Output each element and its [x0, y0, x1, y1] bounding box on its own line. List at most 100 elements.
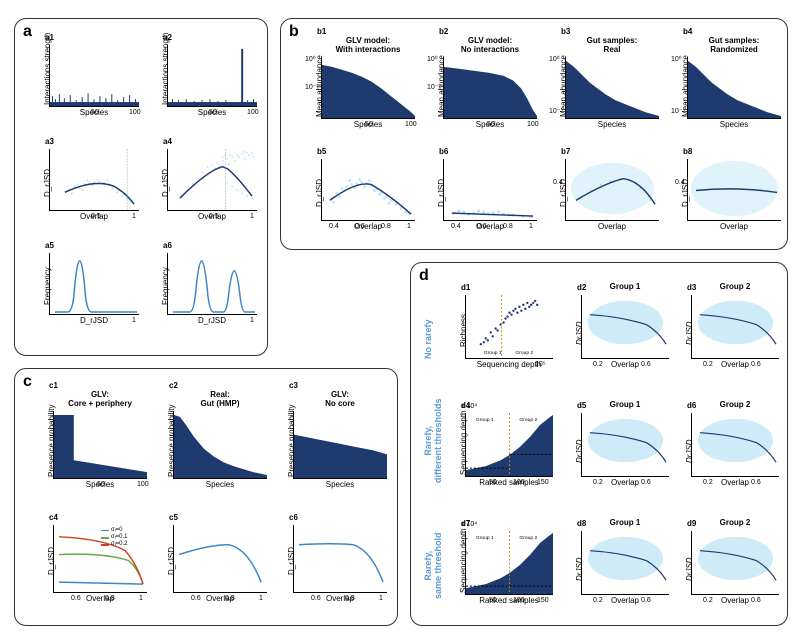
subplot-d7: d7 Sequencing depth Group 1 Group 2 x 10… [465, 531, 553, 595]
subplot-d2: d2 Group 1 DrJSD Overlap 0.20.6 [581, 295, 669, 359]
c2-axes [173, 411, 267, 479]
b8-axes [687, 159, 781, 221]
subplot-d1: d1 Richness Group 1 Group 2 Sequencing d… [465, 295, 553, 359]
b2-axes [443, 57, 537, 119]
svg-text:Group 1: Group 1 [476, 417, 494, 423]
panel-b: b b1 GLV model:With interactions Mean ab… [280, 18, 788, 250]
b7-xlabel: Overlap [565, 222, 659, 231]
svg-text:Group 1: Group 1 [484, 350, 502, 356]
subplot-a1: a1 Interactions strength Species 50100 [49, 45, 139, 107]
subplot-d3: d3 Group 2 DrJSD Overlap 0.20.6 [691, 295, 779, 359]
a1-axes [49, 45, 139, 107]
c6-xlabel: Overlap [293, 594, 387, 603]
b3-title: Gut samples:Real [565, 37, 659, 55]
c3-xlabel: Species [293, 480, 387, 489]
a5-axes [49, 253, 139, 315]
b4-xlabel: Species [687, 120, 781, 129]
d8-title: Group 1 [581, 519, 669, 528]
subplot-d8: d8 Group 1 DrJSD Overlap 0.20.6 [581, 531, 669, 595]
b4-title: Gut samples:Randomized [687, 37, 781, 55]
d8-axes [581, 531, 669, 595]
subplot-a4: a4 D_rJSD O [167, 149, 257, 211]
subplot-a2: a2 Interactions strength Species 50100 [167, 45, 257, 107]
a2-axes [167, 45, 257, 107]
d1-axes: Group 1 Group 2 [465, 295, 553, 359]
subplot-d5: d5 Group 1 DrJSD Overlap 0.20.6 [581, 413, 669, 477]
panel-b-label: b [289, 23, 299, 41]
svg-text:Group 2: Group 2 [515, 350, 533, 356]
c5-xlabel: Overlap [173, 594, 267, 603]
panel-d-label: d [419, 267, 429, 285]
d-row1-label: No rarefy [423, 319, 433, 359]
svg-text:Group 1: Group 1 [476, 535, 494, 541]
b1-title: GLV model:With interactions [321, 37, 415, 55]
a6-label: a6 [163, 241, 172, 250]
panel-c-label: c [23, 373, 32, 391]
a5-label: a5 [45, 241, 54, 250]
d1-label: d1 [461, 283, 470, 292]
panel-a-label: a [23, 23, 32, 41]
subplot-b8: b8 D_rJSD 0.4 Overlap [687, 159, 781, 221]
svg-text:Group 2: Group 2 [519, 535, 537, 541]
subplot-c6: c6 D_rJSD Overlap 0.60.81 [293, 525, 387, 593]
a6-xlabel: D_rJSD [167, 316, 257, 325]
c1-title: GLV:Core + periphery [53, 391, 147, 409]
subplot-a3: a3 D_rJSD Overlap 0.51 [49, 149, 139, 211]
d-row2-label: Rarefy,different thresholds [423, 398, 443, 483]
subplot-c3: c3 GLV:No core Presence probability Spec… [293, 411, 387, 479]
c6-label: c6 [289, 513, 298, 522]
c4-legend: σᵢ=0 σᵢ=0.1 σᵢ=0.2 [101, 527, 128, 549]
b1-axes [321, 57, 415, 119]
d9-axes [691, 531, 779, 595]
subplot-b3: b3 Gut samples:Real Mean abundance 10⁰ 1… [565, 57, 659, 119]
b7-label: b7 [561, 147, 570, 156]
panel-d: d No rarefy Rarefy,different thresholds … [410, 262, 788, 626]
b5-axes [321, 159, 415, 221]
a5-xlabel: D_rJSD [49, 316, 139, 325]
d-row3-label: Rarefy,same threshold [423, 532, 443, 599]
d2-axes [581, 295, 669, 359]
d5-axes [581, 413, 669, 477]
d9-title: Group 2 [691, 519, 779, 528]
subplot-d6: d6 Group 2 DrJSD Overlap 0.20.6 [691, 413, 779, 477]
subplot-c4: c4 D_rJSD σᵢ=0 σᵢ=0.1 σᵢ=0.2 Overlap 0.6… [53, 525, 147, 593]
d6-axes [691, 413, 779, 477]
panel-c: c c1 GLV:Core + periphery Presence proba… [14, 368, 398, 626]
subplot-d9: d9 Group 2 DrJSD Overlap 0.20.6 [691, 531, 779, 595]
b7-axes [565, 159, 659, 221]
d5-title: Group 1 [581, 401, 669, 410]
c4-xlabel: Overlap [53, 594, 147, 603]
b8-label: b8 [683, 147, 692, 156]
c1-label: c1 [49, 381, 58, 390]
b4-label: b4 [683, 27, 692, 36]
c5-axes [173, 525, 267, 593]
b3-axes [565, 57, 659, 119]
panel-a: a a1 Interactions strength Species 50100… [14, 18, 268, 356]
b3-label: b3 [561, 27, 570, 36]
a3-label: a3 [45, 137, 54, 146]
c3-title: GLV:No core [293, 391, 387, 409]
c2-title: Real:Gut (HMP) [173, 391, 267, 409]
subplot-a6: a6 Frequency D_rJSD 1 [167, 253, 257, 315]
c5-label: c5 [169, 513, 178, 522]
c1-axes [53, 411, 147, 479]
d2-title: Group 1 [581, 283, 669, 292]
c3-label: c3 [289, 381, 298, 390]
a4-label: a4 [163, 137, 172, 146]
b4-axes [687, 57, 781, 119]
b6-label: b6 [439, 147, 448, 156]
subplot-b7: b7 D_rJSD 0.4 Overlap [565, 159, 659, 221]
subplot-b4: b4 Gut samples:Randomized Mean abundance… [687, 57, 781, 119]
b2-label: b2 [439, 27, 448, 36]
subplot-b5: b5 D_rJSD Overlap 0.40.6 0.81 [321, 159, 415, 221]
c2-label: c2 [169, 381, 178, 390]
subplot-c2: c2 Real:Gut (HMP) Presence probability S… [173, 411, 267, 479]
subplot-b6: b6 D_rJSD Overlap 0.40.6 0.81 [443, 159, 537, 221]
a3-axes [49, 149, 139, 211]
d3-axes [691, 295, 779, 359]
d6-title: Group 2 [691, 401, 779, 410]
b2-title: GLV model:No interactions [443, 37, 537, 55]
d3-title: Group 2 [691, 283, 779, 292]
c2-xlabel: Species [173, 480, 267, 489]
b6-axes [443, 159, 537, 221]
